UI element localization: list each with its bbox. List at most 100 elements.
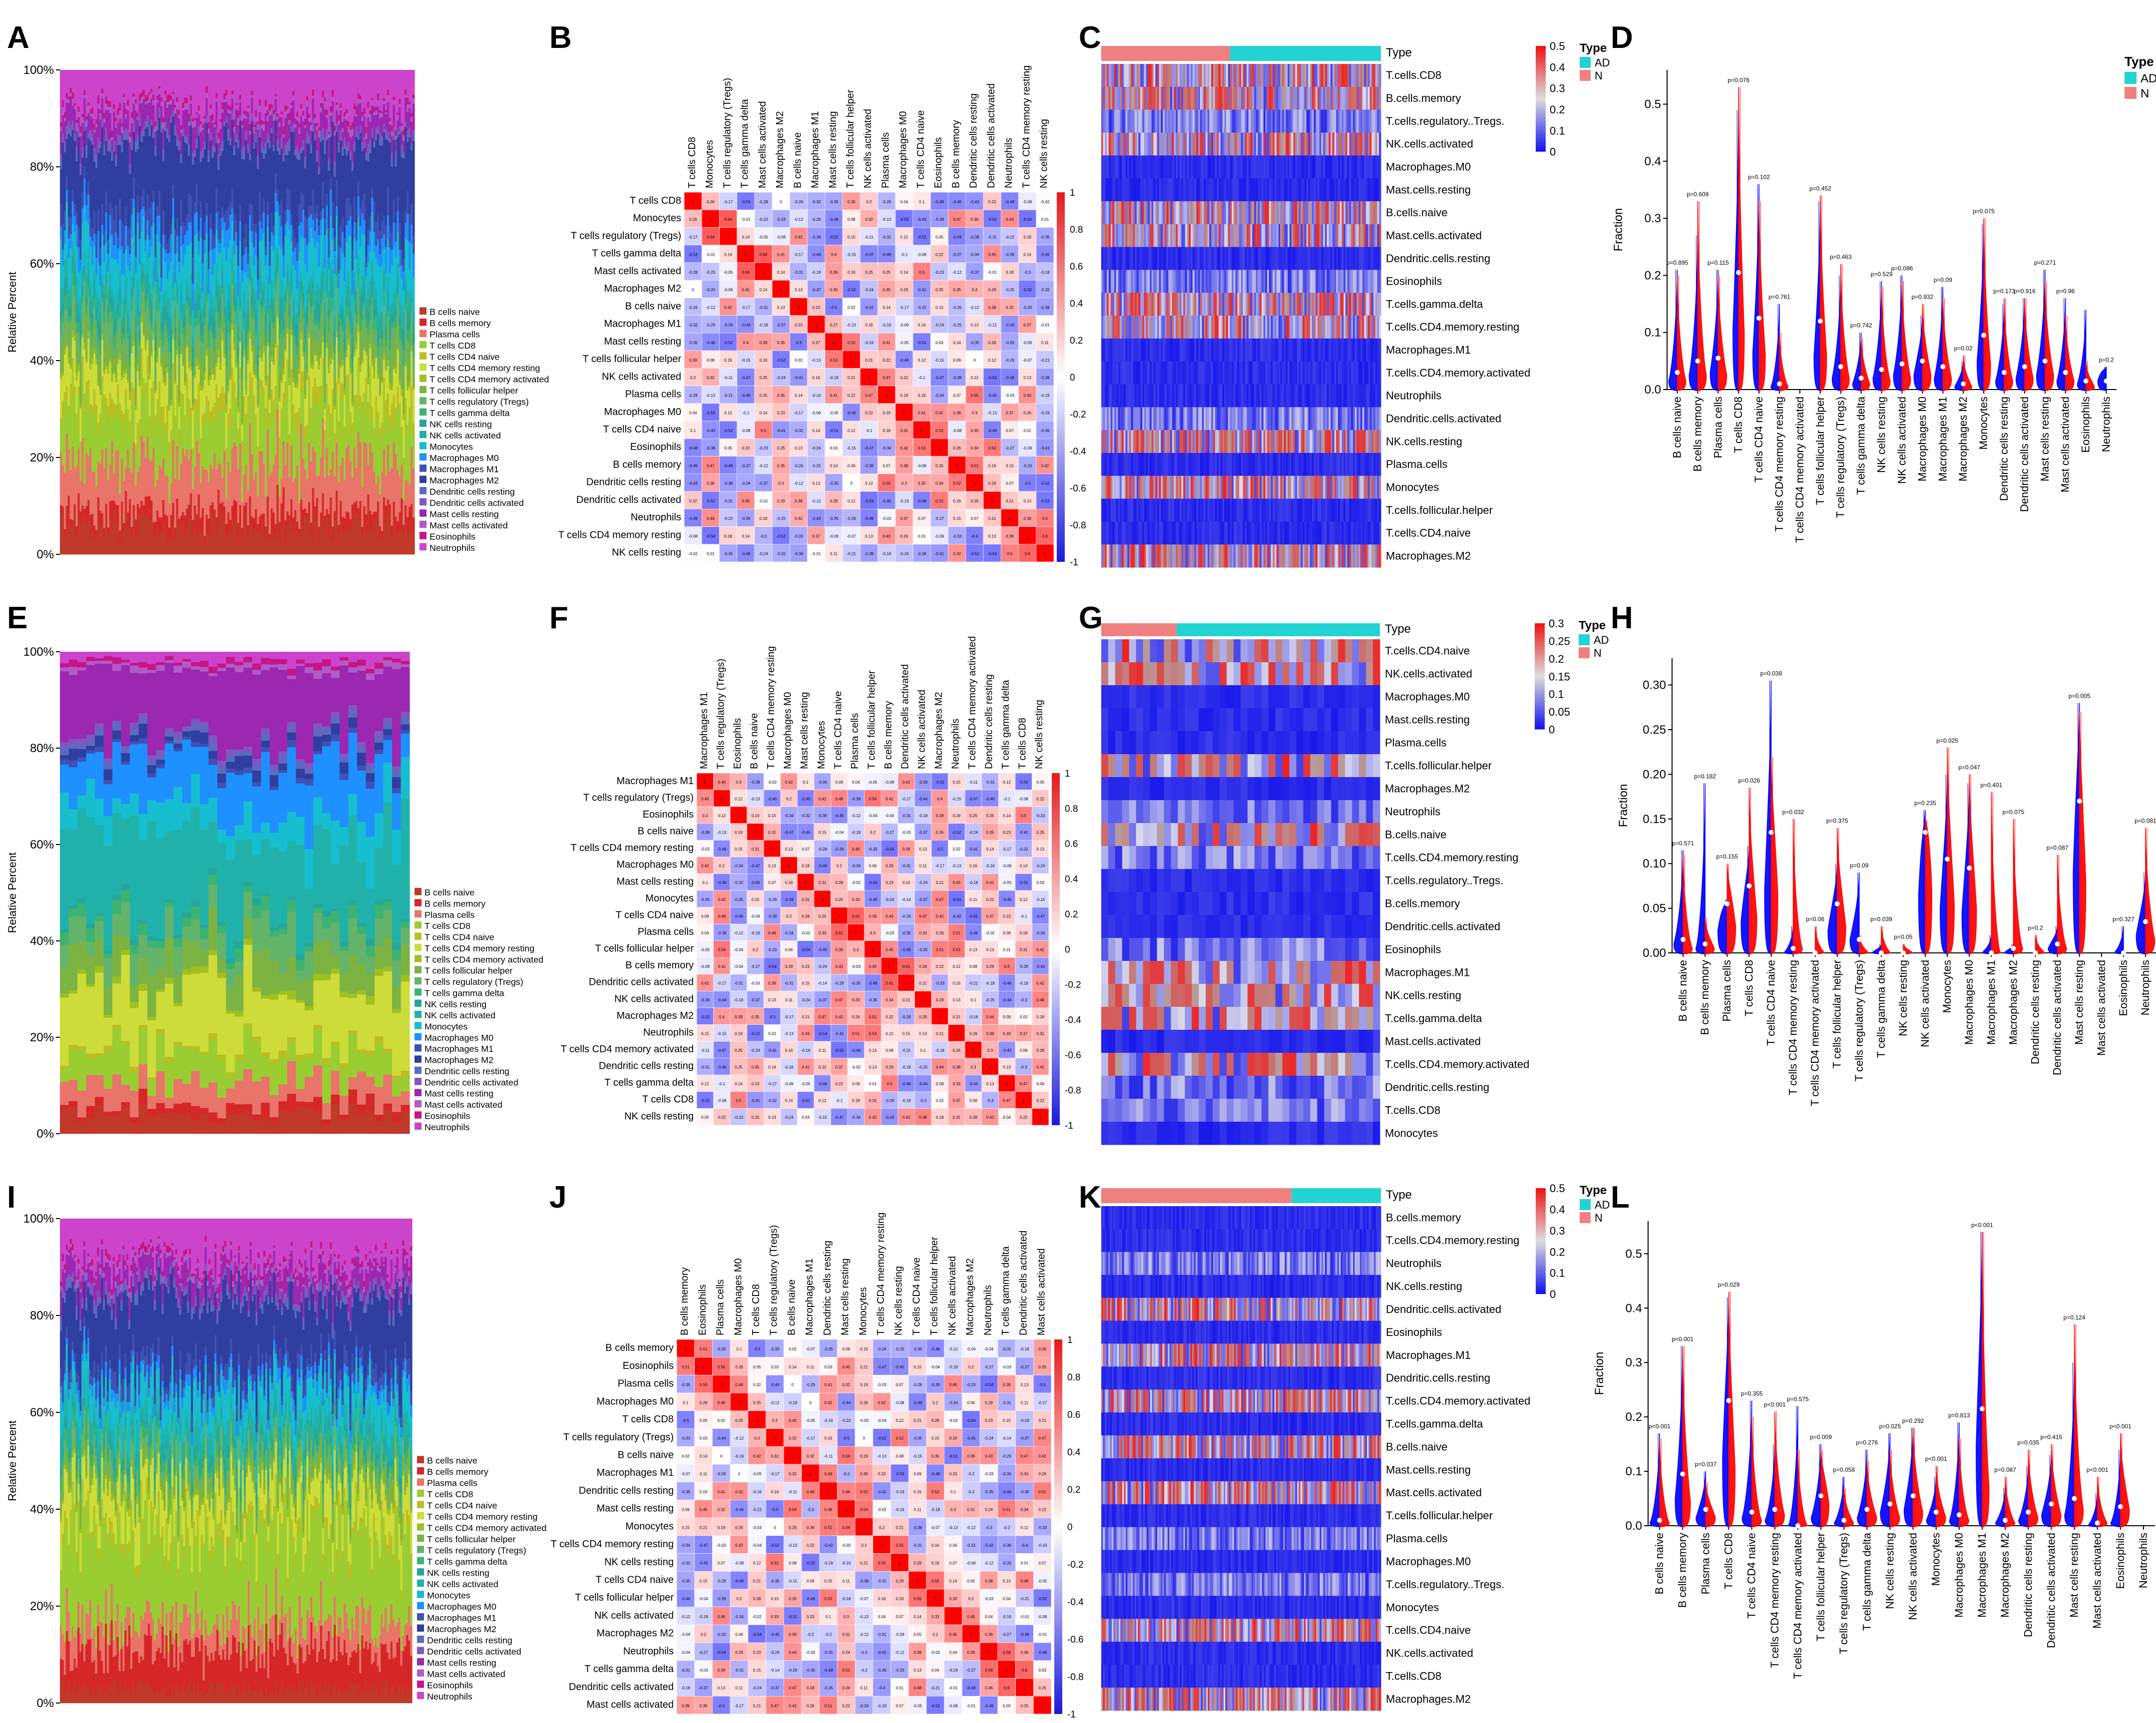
segment <box>180 354 183 392</box>
segment <box>103 118 106 122</box>
segment <box>97 145 100 153</box>
segment <box>87 310 90 332</box>
segment <box>133 287 135 296</box>
segment <box>125 133 127 140</box>
segment <box>135 411 137 444</box>
segment <box>170 400 173 406</box>
segment <box>95 486 98 530</box>
segment <box>115 358 117 378</box>
sample-bar <box>123 70 125 554</box>
segment <box>83 250 86 265</box>
segment <box>121 367 123 376</box>
segment <box>64 112 66 118</box>
segment <box>105 212 108 243</box>
segment <box>115 205 117 232</box>
segment <box>68 216 70 238</box>
segment <box>76 131 78 147</box>
segment <box>91 107 94 114</box>
segment <box>160 407 163 429</box>
segment <box>137 212 139 223</box>
segment <box>113 510 116 555</box>
sample-bar <box>156 70 159 554</box>
segment <box>137 117 139 120</box>
segment <box>172 113 175 117</box>
segment <box>66 347 68 387</box>
segment <box>149 373 151 380</box>
segment <box>164 525 167 554</box>
segment <box>78 300 80 314</box>
segment <box>182 128 185 133</box>
segment <box>117 263 119 291</box>
segment <box>170 262 173 319</box>
panel-letter-I: I <box>7 1180 15 1215</box>
segment <box>105 109 108 127</box>
segment <box>68 308 70 317</box>
segment <box>141 509 143 554</box>
segment <box>156 340 159 357</box>
segment <box>137 70 139 113</box>
segment <box>162 500 165 523</box>
segment <box>145 516 147 554</box>
segment <box>78 137 80 227</box>
segment <box>119 329 121 354</box>
segment <box>133 103 135 119</box>
segment <box>87 387 90 457</box>
segment <box>87 332 90 339</box>
segment <box>79 298 82 323</box>
segment <box>93 349 96 354</box>
segment <box>105 398 108 411</box>
segment <box>113 348 116 357</box>
sample-bar <box>160 70 163 554</box>
segment <box>76 161 78 212</box>
segment <box>154 337 157 351</box>
segment <box>123 414 125 432</box>
segment <box>72 520 74 527</box>
segment <box>81 522 84 555</box>
segment <box>66 70 68 93</box>
segment <box>123 318 125 333</box>
segment <box>125 273 127 289</box>
segment <box>93 130 96 132</box>
segment <box>131 310 133 332</box>
segment <box>178 70 181 110</box>
segment <box>166 539 169 554</box>
segment <box>168 135 171 139</box>
segment <box>91 337 94 347</box>
segment <box>123 135 125 140</box>
segment <box>133 93 135 97</box>
segment <box>107 272 110 290</box>
segment <box>125 114 127 119</box>
panel-letter-K: K <box>1079 1180 1101 1215</box>
segment <box>150 226 153 247</box>
segment <box>164 94 167 101</box>
segment <box>121 70 123 123</box>
segment <box>133 119 135 125</box>
segment <box>81 372 84 438</box>
segment <box>121 376 123 380</box>
sample-bar <box>66 70 68 554</box>
segment <box>83 343 86 350</box>
segment <box>117 304 119 314</box>
segment <box>172 92 175 94</box>
segment <box>129 336 131 356</box>
segment <box>139 101 141 103</box>
segment <box>99 355 102 366</box>
segment <box>158 215 161 241</box>
segment <box>186 449 188 509</box>
segment <box>64 355 66 393</box>
segment <box>168 94 171 101</box>
segment <box>87 500 90 518</box>
segment <box>127 100 129 106</box>
segment <box>180 351 183 354</box>
sample-bar <box>62 70 64 554</box>
segment <box>62 322 64 343</box>
segment <box>184 303 187 316</box>
segment <box>93 298 96 307</box>
segment <box>149 299 151 308</box>
segment <box>93 539 96 555</box>
segment <box>93 307 96 323</box>
sample-bar <box>152 70 155 554</box>
segment <box>184 356 187 382</box>
segment <box>111 500 114 525</box>
segment <box>184 386 187 416</box>
